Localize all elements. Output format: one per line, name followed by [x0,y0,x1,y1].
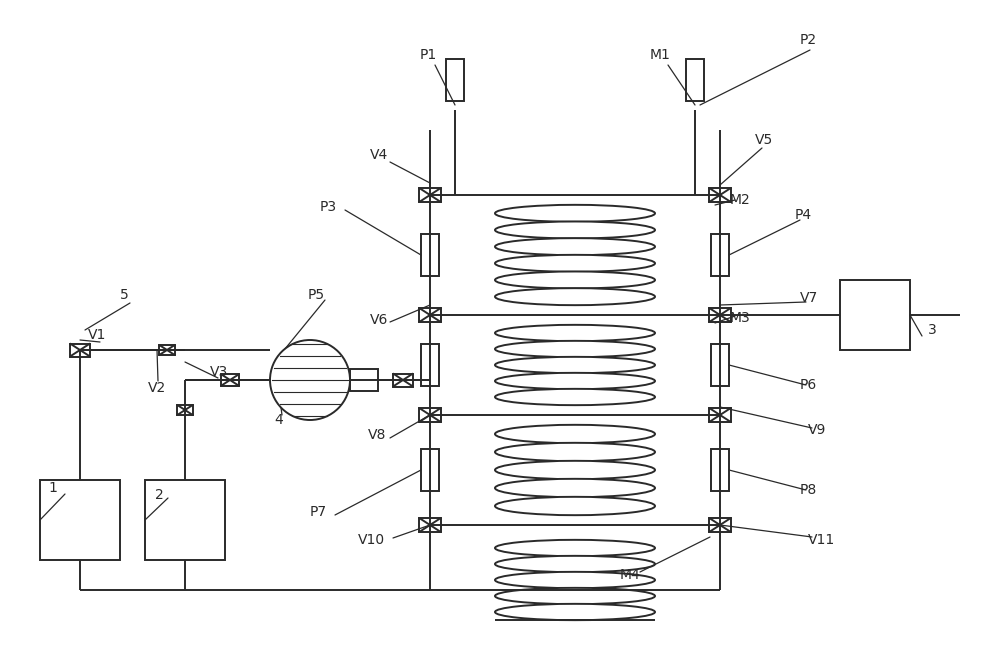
Polygon shape [419,518,430,532]
Text: M2: M2 [730,193,751,207]
Polygon shape [159,345,167,355]
Ellipse shape [495,479,655,497]
Polygon shape [709,408,720,422]
Text: V1: V1 [88,328,106,342]
Ellipse shape [495,205,655,222]
Ellipse shape [495,357,655,373]
Text: 3: 3 [928,323,937,337]
Circle shape [270,340,350,420]
Bar [421,234,439,276]
Polygon shape [70,343,80,357]
Bar [840,280,910,350]
Text: 4: 4 [274,413,283,427]
Polygon shape [403,373,413,387]
Polygon shape [419,188,430,202]
Bar [421,449,439,491]
Text: P5: P5 [308,288,325,302]
Ellipse shape [495,588,655,604]
Text: V5: V5 [755,133,773,147]
Bar [40,480,120,560]
Ellipse shape [495,221,655,239]
Bar [711,234,729,276]
Polygon shape [720,308,731,322]
Ellipse shape [495,288,655,305]
Text: V9: V9 [808,423,826,437]
Polygon shape [393,373,403,387]
Ellipse shape [495,443,655,461]
Text: P2: P2 [800,33,817,47]
Bar [711,449,729,491]
Text: P6: P6 [800,378,817,392]
Text: M4: M4 [620,568,641,582]
Text: V6: V6 [370,313,388,327]
Polygon shape [709,308,720,322]
Text: V4: V4 [370,148,388,162]
Polygon shape [430,308,441,322]
Bar [421,344,439,386]
Polygon shape [230,374,239,386]
Bar [711,344,729,386]
Ellipse shape [495,325,655,341]
Ellipse shape [495,461,655,479]
Text: V2: V2 [148,381,166,395]
Polygon shape [177,405,185,415]
Ellipse shape [495,341,655,357]
Ellipse shape [495,572,655,588]
Polygon shape [80,343,90,357]
Ellipse shape [495,497,655,515]
Bar [350,369,378,391]
Text: V11: V11 [808,533,835,547]
Text: P8: P8 [800,483,817,497]
Polygon shape [430,188,441,202]
Text: P4: P4 [795,208,812,222]
Bar [686,59,704,101]
Text: P3: P3 [320,200,337,214]
Text: M1: M1 [650,48,671,62]
Ellipse shape [495,389,655,405]
Ellipse shape [495,425,655,443]
Polygon shape [720,518,731,532]
Polygon shape [709,518,720,532]
Text: V3: V3 [210,365,228,379]
Ellipse shape [495,373,655,389]
Ellipse shape [495,540,655,556]
Polygon shape [419,308,430,322]
Polygon shape [185,405,193,415]
Ellipse shape [495,238,655,255]
Text: V8: V8 [368,428,386,442]
Bar [446,59,464,101]
Ellipse shape [495,255,655,272]
Ellipse shape [495,272,655,288]
Polygon shape [709,188,720,202]
Text: P7: P7 [310,505,327,519]
Text: 5: 5 [120,288,129,302]
Text: P1: P1 [420,48,437,62]
Polygon shape [430,518,441,532]
Polygon shape [221,374,230,386]
Polygon shape [720,188,731,202]
Text: 1: 1 [48,481,57,495]
Polygon shape [419,408,430,422]
Ellipse shape [495,556,655,572]
Polygon shape [430,408,441,422]
Bar [145,480,225,560]
Text: V10: V10 [358,533,385,547]
Text: M3: M3 [730,311,751,325]
Ellipse shape [495,604,655,620]
Text: 2: 2 [155,488,164,502]
Polygon shape [720,408,731,422]
Polygon shape [167,345,175,355]
Text: V7: V7 [800,291,818,305]
